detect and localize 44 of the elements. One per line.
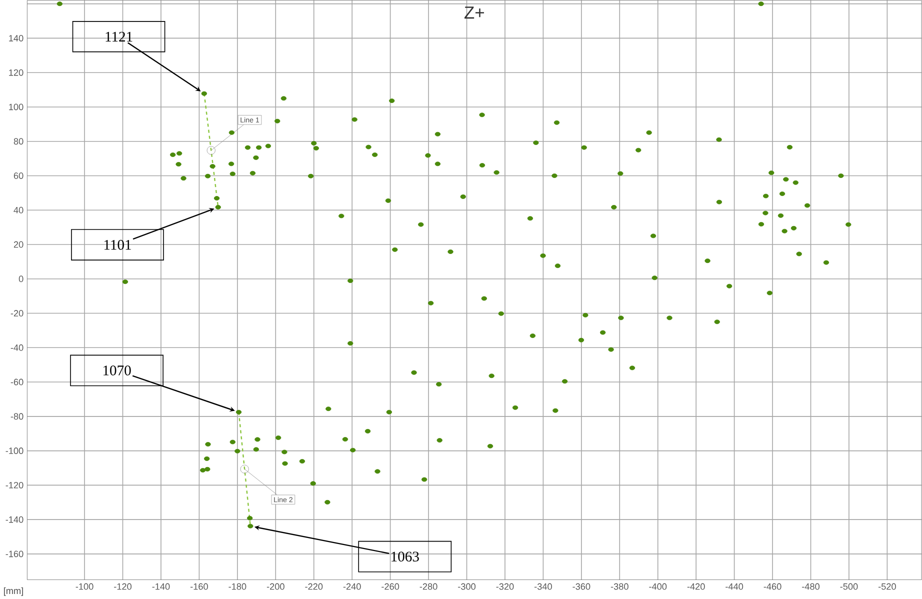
annotation: 1063 xyxy=(392,552,419,562)
x-tick-label: -180 xyxy=(228,583,246,590)
y-tick-label: -140 xyxy=(6,516,24,523)
x-tick-label: -280 xyxy=(420,583,438,590)
x-tick-label: -300 xyxy=(458,583,476,590)
y-tick-label: 60 xyxy=(14,172,24,179)
x-tick-label: -420 xyxy=(687,583,705,590)
y-tick-label: -160 xyxy=(6,550,24,558)
y-tick-label: -40 xyxy=(10,344,24,351)
x-tick-label: -320 xyxy=(496,583,514,590)
y-tick-label: 120 xyxy=(9,69,24,76)
x-tick-label: -520 xyxy=(878,583,896,590)
x-tick-label: -400 xyxy=(649,583,667,590)
annotation: 1121 xyxy=(106,32,132,42)
x-tick-label: -200 xyxy=(266,583,284,590)
y-tick-label: -80 xyxy=(10,413,24,420)
y-tick-label: 20 xyxy=(14,241,24,248)
x-tick-label: -140 xyxy=(152,583,170,590)
x-tick-label: -260 xyxy=(382,583,400,590)
y-tick-label: -60 xyxy=(10,378,24,386)
x-tick-label: -220 xyxy=(305,583,323,590)
y-tick-label: 100 xyxy=(9,104,24,110)
x-tick-label: -240 xyxy=(343,583,361,590)
x-tick-label: -160 xyxy=(190,583,208,590)
annotation: 1070 xyxy=(103,365,131,376)
y-tick-label: 80 xyxy=(14,138,24,144)
x-tick-label: -480 xyxy=(802,583,820,590)
x-tick-label: -100 xyxy=(76,583,94,590)
x-tick-label: -120 xyxy=(114,583,132,590)
y-tick-label: 140 xyxy=(9,34,24,42)
x-tick-label: -360 xyxy=(572,583,590,590)
x-axis-title: [mm] xyxy=(4,587,23,596)
y-tick-label: 0 xyxy=(18,276,24,282)
x-tick-label: -500 xyxy=(840,583,858,590)
chart-title: Z+ xyxy=(464,6,484,19)
x-tick-label: -380 xyxy=(610,583,628,590)
x-tick-label: -340 xyxy=(534,583,552,590)
y-tick-label: 40 xyxy=(14,206,24,214)
y-tick-label: -120 xyxy=(6,482,24,488)
annotation: 1101 xyxy=(104,240,131,250)
y-tick-label: -100 xyxy=(6,447,24,454)
x-tick-label: -440 xyxy=(726,583,744,590)
y-tick-label: -20 xyxy=(10,310,24,316)
x-tick-label: -460 xyxy=(764,583,782,590)
